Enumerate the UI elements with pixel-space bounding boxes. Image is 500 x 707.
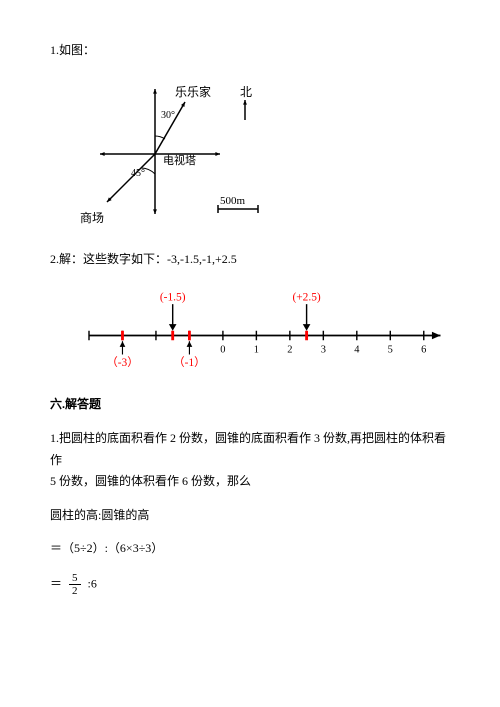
svg-text:（-3）: （-3） [106,356,138,369]
compass-diagram: 30° 45° 乐乐家电视塔商场 北 500m [70,74,450,232]
eq-prefix: ＝ [50,576,62,590]
svg-text:(-1.5): (-1.5) [160,291,186,303]
svg-text:4: 4 [354,344,360,355]
svg-text:0: 0 [220,344,225,355]
svg-text:商场: 商场 [80,210,104,224]
fraction-5-2: 5 2 [69,572,81,597]
svg-text:2: 2 [287,344,292,355]
section-6-title: 六.解答题 [50,394,450,416]
svg-text:（-1）: （-1） [173,356,205,369]
svg-text:45°: 45° [131,168,145,179]
a1-line1: 1.把圆柱的底面积看作 2 份数，圆锥的底面积看作 3 份数,再把圆柱的体积看作… [50,428,450,493]
q1-label: 1.如图： [50,40,450,62]
q2-text: 2.解：这些数字如下：-3,-1.5,-1,+2.5 [50,249,450,271]
frac-num: 5 [69,572,81,585]
svg-text:500m: 500m [220,195,246,207]
svg-text:1: 1 [254,344,259,355]
svg-text:5: 5 [388,344,393,355]
svg-text:乐乐家: 乐乐家 [175,84,211,99]
svg-text:3: 3 [321,344,326,355]
numberline-diagram: 0 1 2 3 4 5 6 (-1.5) (+2.5) （-3） （-1） [70,283,450,377]
svg-text:30°: 30° [161,110,175,121]
a1-line3: 圆柱的高:圆锥的高 [50,505,450,527]
eq-suffix: :6 [88,576,97,590]
svg-text:北: 北 [240,85,252,99]
a1-line5: ＝ 5 2 :6 [50,572,450,597]
a1-p1: 1.把圆柱的底面积看作 2 份数，圆锥的底面积看作 3 份数,再把圆柱的体积看作 [50,431,446,467]
svg-text:电视塔: 电视塔 [163,153,196,167]
svg-text:(+2.5): (+2.5) [292,291,320,303]
a1-p2: 5 份数，圆锥的体积看作 6 份数，那么 [50,474,251,488]
a1-line4: ＝（5÷2）:（6×3÷3） [50,538,450,560]
frac-den: 2 [69,585,81,597]
svg-text:6: 6 [421,344,426,355]
